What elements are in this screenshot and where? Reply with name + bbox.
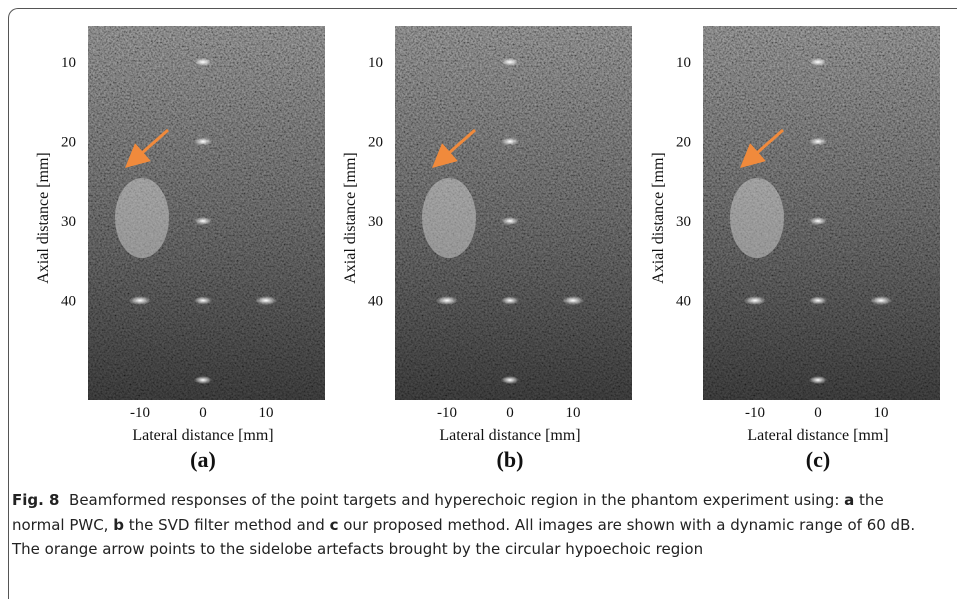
x-axis-label: Lateral distance [mm] xyxy=(132,427,273,444)
caption-panel-ref: b xyxy=(113,515,124,534)
point-target xyxy=(194,58,212,66)
y-tick-label: 20 xyxy=(368,135,383,151)
panel-label: (c) xyxy=(806,447,830,472)
point-target xyxy=(809,296,827,305)
point-target xyxy=(809,376,827,384)
point-target xyxy=(194,217,212,225)
point-target xyxy=(870,296,892,305)
panel-label: (b) xyxy=(497,447,524,472)
x-tick-label: -10 xyxy=(130,405,150,421)
caption-text: Beamformed responses of the point target… xyxy=(69,491,845,509)
point-target xyxy=(194,137,212,146)
point-target xyxy=(501,376,519,384)
x-tick-label: -10 xyxy=(437,405,457,421)
y-tick-label: 30 xyxy=(368,214,383,230)
y-axis-label: Axial distance [mm] xyxy=(35,152,52,284)
point-target xyxy=(501,217,519,225)
point-target xyxy=(129,296,151,305)
y-tick-label: 30 xyxy=(676,214,691,230)
point-target xyxy=(194,296,212,305)
point-target xyxy=(744,296,766,305)
y-tick-label: 10 xyxy=(61,55,76,71)
y-axis-label: Axial distance [mm] xyxy=(342,152,359,284)
point-target xyxy=(809,137,827,146)
hyperechoic-region xyxy=(115,178,169,258)
depth-attenuation xyxy=(703,26,940,400)
point-target xyxy=(809,217,827,225)
panel xyxy=(88,26,325,400)
arrow xyxy=(125,128,169,168)
caption: Fig. 8 Beamformed responses of the point… xyxy=(12,488,917,562)
caption-label: Fig. 8 xyxy=(12,491,60,509)
point-target xyxy=(436,296,458,305)
caption-panel-ref: a xyxy=(844,491,855,509)
figure: 10 20 30 40 -10 0 10 Lateral distance [mm] Axial… xyxy=(35,26,940,472)
x-tick-label: 10 xyxy=(874,405,889,421)
figure-frame xyxy=(8,8,957,599)
y-tick-label: 20 xyxy=(61,135,76,151)
x-tick-label: 0 xyxy=(506,405,514,421)
x-tick-label: 10 xyxy=(259,405,274,421)
x-axis-label: Lateral distance [mm] xyxy=(439,427,580,444)
caption-text: the SVD filter method and xyxy=(123,515,330,534)
depth-attenuation xyxy=(395,26,632,400)
caption-text: our proposed method. All images are show… xyxy=(12,515,916,559)
arrow xyxy=(740,128,784,168)
y-tick-label: 10 xyxy=(368,55,383,71)
point-target xyxy=(501,58,519,66)
point-target xyxy=(562,296,584,305)
y-tick-label: 40 xyxy=(61,294,76,310)
x-axis-label: Lateral distance [mm] xyxy=(747,427,888,444)
x-tick-label: -10 xyxy=(745,405,765,421)
x-tick-label: 0 xyxy=(199,405,207,421)
caption-text: the normal PWC, xyxy=(12,491,884,534)
depth-attenuation xyxy=(88,26,325,400)
point-target xyxy=(255,296,277,305)
y-tick-label: 40 xyxy=(368,294,383,310)
caption-panel-ref: c xyxy=(329,515,339,534)
point-target xyxy=(501,137,519,146)
y-tick-label: 20 xyxy=(676,135,691,151)
arrow xyxy=(432,128,476,168)
y-tick-label: 40 xyxy=(676,294,691,310)
panel-label: (a) xyxy=(190,447,216,472)
hyperechoic-region xyxy=(730,178,784,258)
point-target xyxy=(501,296,519,305)
panel xyxy=(703,26,940,400)
y-tick-label: 10 xyxy=(676,55,691,71)
x-tick-label: 10 xyxy=(566,405,581,421)
y-axis-label: Axial distance [mm] xyxy=(650,152,667,284)
hyperechoic-region xyxy=(422,178,476,258)
panel xyxy=(395,26,632,400)
x-tick-label: 0 xyxy=(814,405,822,421)
point-target xyxy=(194,376,212,384)
point-target xyxy=(809,58,827,66)
y-tick-label: 30 xyxy=(61,214,76,230)
